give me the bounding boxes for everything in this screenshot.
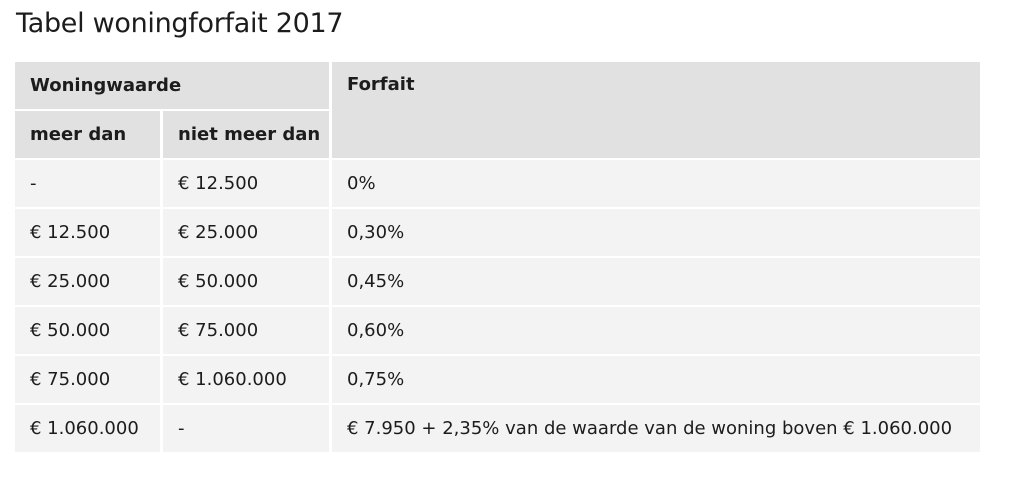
table-row: - € 12.500 0%: [15, 160, 980, 207]
table-cell: € 25.000: [163, 209, 329, 256]
table-row: € 50.000 € 75.000 0,60%: [15, 307, 980, 354]
table-cell: -: [163, 405, 329, 452]
header-column: niet meer dan: [163, 111, 329, 158]
table-cell: 0,30%: [332, 209, 980, 256]
table-cell: € 25.000: [15, 258, 160, 305]
page-title: Tabel woningforfait 2017: [16, 8, 344, 39]
table-cell: -: [15, 160, 160, 207]
table-row: € 12.500 € 25.000 0,30%: [15, 209, 980, 256]
header-column: meer dan: [15, 111, 160, 158]
table-row: € 75.000 € 1.060.000 0,75%: [15, 356, 980, 403]
table-cell: € 1.060.000: [15, 405, 160, 452]
table-cell: € 75.000: [15, 356, 160, 403]
table-cell: € 7.950 + 2,35% van de waarde van de won…: [332, 405, 980, 452]
header-group: Woningwaarde: [15, 62, 329, 109]
table-cell: 0,60%: [332, 307, 980, 354]
table-row: € 1.060.000- € 7.950 + 2,35% van de waard…: [15, 405, 980, 452]
table-cell: € 12.500: [15, 209, 160, 256]
table-cell: 0,75%: [332, 356, 980, 403]
table-row: € 25.000 € 50.000 0,45%: [15, 258, 980, 305]
table-cell: € 50.000: [15, 307, 160, 354]
table-cell: € 75.000: [163, 307, 329, 354]
table-cell: 0,45%: [332, 258, 980, 305]
table-cell: € 50.000: [163, 258, 329, 305]
table-cell: 0%: [332, 160, 980, 207]
header-forfait: Forfait: [332, 62, 980, 158]
table-cell: € 12.500: [163, 160, 329, 207]
forfait-table: Woningwaarde Forfait meer dan niet meer …: [12, 60, 983, 454]
table-cell: € 1.060.000: [163, 356, 329, 403]
